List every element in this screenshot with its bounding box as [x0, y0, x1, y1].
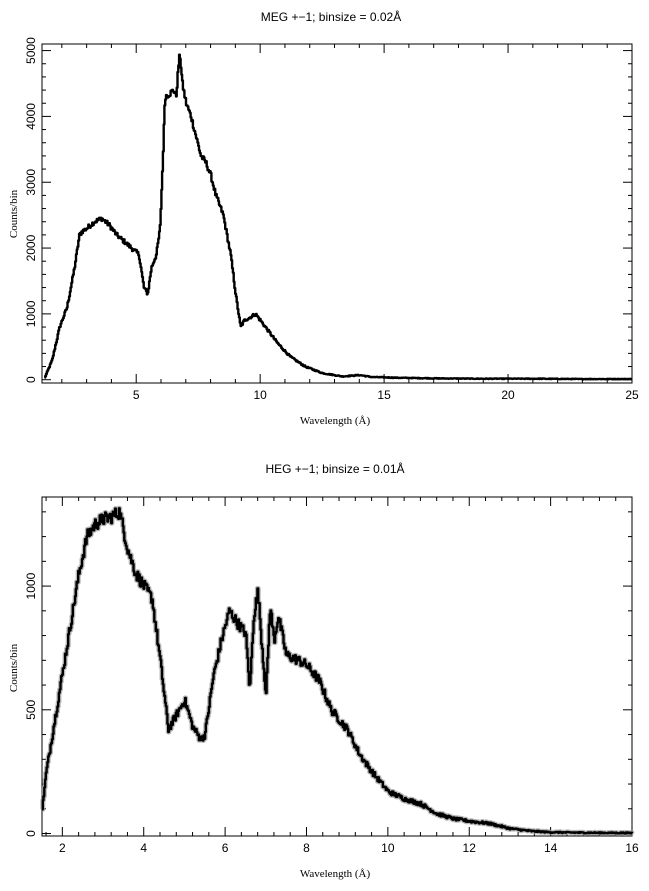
meg-x-tick-label: 5 [133, 388, 140, 402]
heg-x-tick-label: 12 [463, 841, 477, 855]
meg-y-tick-label: 0 [24, 376, 38, 383]
meg-y-tick-label: 1000 [24, 300, 38, 327]
heg-y-tick-label: 1000 [24, 572, 38, 599]
meg-y-tick-label: 4000 [24, 103, 38, 130]
heg-plot-frame [41, 496, 633, 837]
meg-panel: MEG +−1; binsize = 0.02Å Counts/bin Wave… [8, 9, 639, 427]
heg-title: HEG +−1; binsize = 0.01Å [265, 461, 404, 476]
meg-x-tick-label: 25 [625, 388, 639, 402]
heg-panel: HEG +−1; binsize = 0.01Å Counts/bin Wave… [8, 461, 639, 880]
heg-x-tick-label: 2 [59, 841, 66, 855]
meg-plot-frame [41, 43, 633, 384]
meg-x-tick-label: 10 [253, 388, 267, 402]
heg-x-tick-label: 14 [544, 841, 558, 855]
meg-ylabel: Counts/bin [8, 189, 20, 238]
meg-y-tick-label: 5000 [24, 37, 38, 64]
heg-ylabel: Counts/bin [8, 643, 20, 692]
heg-x-tick-label: 10 [381, 841, 395, 855]
heg-xlabel: Wavelength (Å) [300, 868, 371, 880]
heg-x-tick-label: 6 [222, 841, 229, 855]
meg-title: MEG +−1; binsize = 0.02Å [261, 9, 401, 24]
heg-spectrum-line [41, 507, 634, 835]
meg-xlabel: Wavelength (Å) [300, 415, 371, 427]
meg-x-tick-label: 15 [377, 388, 391, 402]
meg-x-tick-label: 20 [501, 388, 515, 402]
heg-y-tick-label: 0 [24, 830, 38, 837]
heg-x-tick-label: 8 [303, 841, 310, 855]
heg-x-tick-label: 16 [625, 841, 639, 855]
heg-y-tick-label: 500 [24, 699, 38, 719]
heg-x-tick-label: 4 [140, 841, 147, 855]
meg-spectrum-line [44, 53, 633, 381]
meg-y-tick-label: 2000 [24, 234, 38, 261]
meg-y-tick-label: 3000 [24, 169, 38, 196]
